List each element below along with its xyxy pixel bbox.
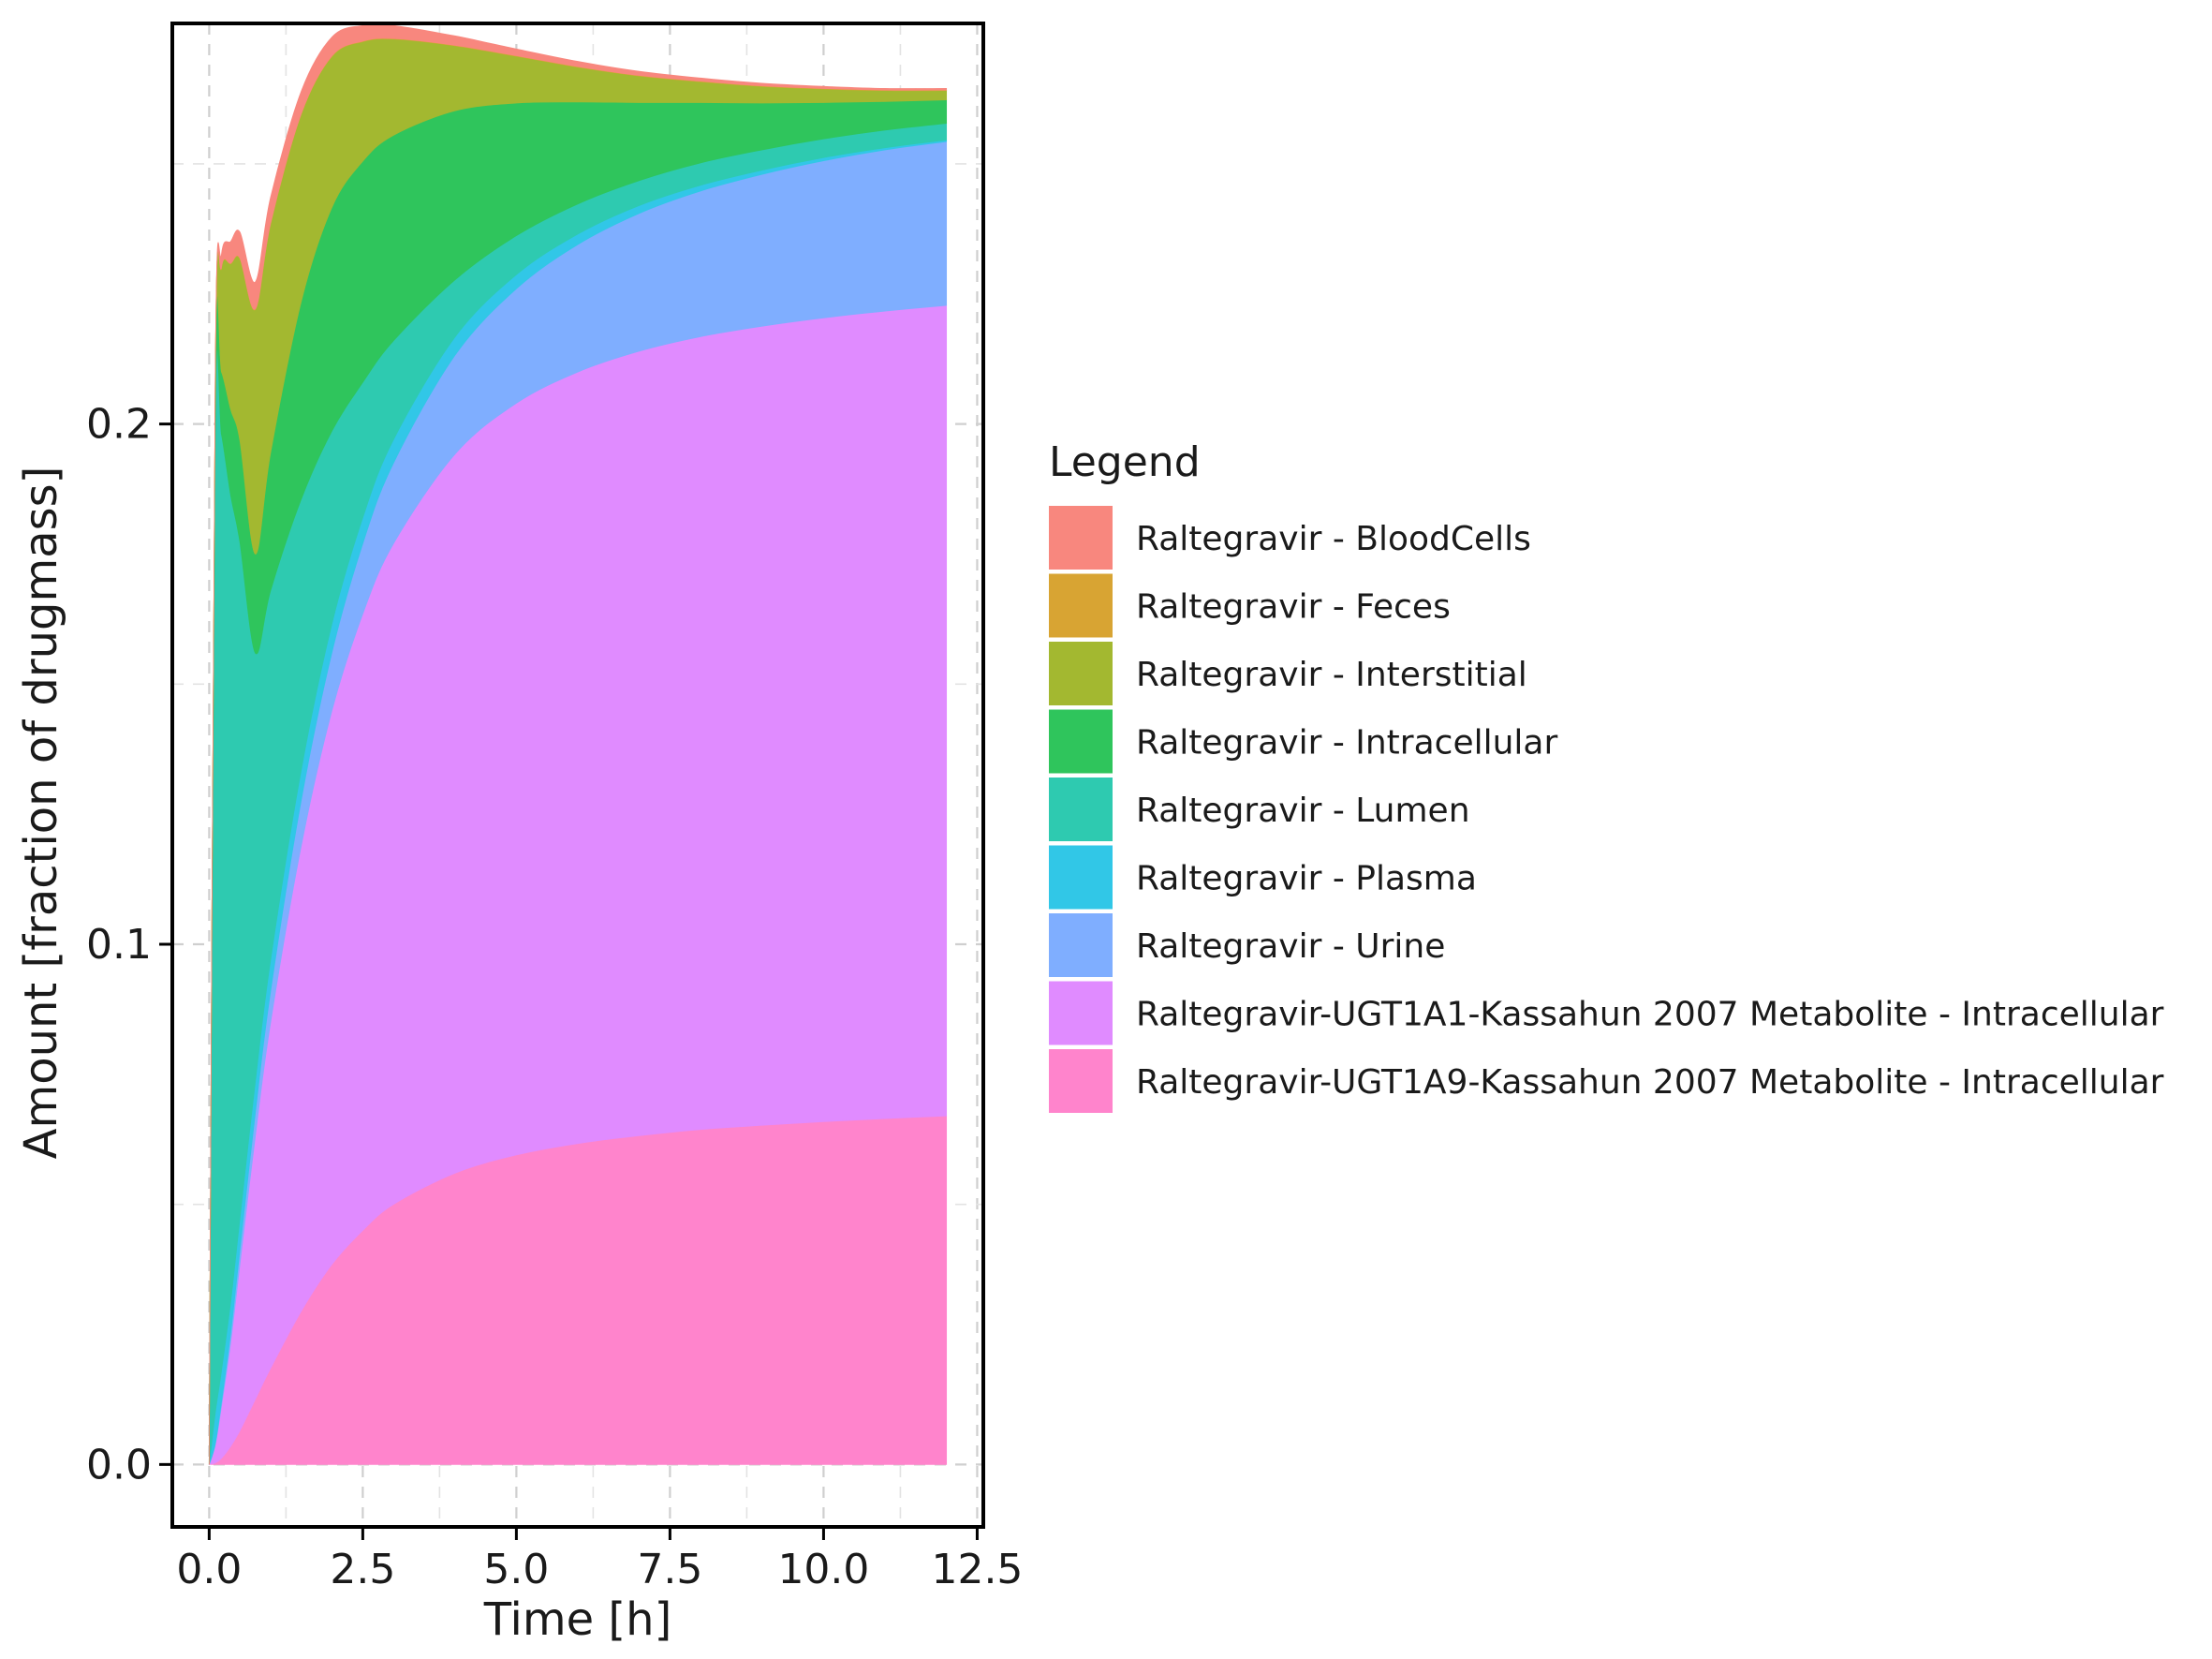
legend-label: Raltegravir - Intracellular xyxy=(1136,724,1557,763)
legend-label: Raltegravir - Lumen xyxy=(1136,792,1470,830)
y-axis: 0.0 0.1 0.2 xyxy=(86,401,172,1489)
x-tick-label: 2.5 xyxy=(330,1546,395,1593)
x-axis: 0.0 2.5 5.0 7.5 10.0 12.5 xyxy=(176,1527,1023,1593)
legend-label: Raltegravir - Urine xyxy=(1136,927,1445,966)
x-tick-label: 10.0 xyxy=(777,1546,869,1593)
legend-swatch xyxy=(1049,845,1113,910)
y-axis-title: Amount [fraction of drugmass] xyxy=(15,467,67,1160)
plot-frame xyxy=(170,22,985,1529)
legend-swatch xyxy=(1049,981,1113,1045)
legend-swatch xyxy=(1049,573,1113,638)
area-raltegravir-bloodcells xyxy=(208,23,948,1465)
legend: Legend Raltegravir - BloodCells Raltegrav… xyxy=(1049,438,2164,1113)
x-tick-label: 5.0 xyxy=(483,1546,549,1593)
y-tick-label: 0.2 xyxy=(86,401,152,449)
legend-swatch xyxy=(1049,642,1113,705)
legend-label: Raltegravir - Plasma xyxy=(1136,860,1477,898)
area-series-layer xyxy=(208,23,948,1465)
legend-swatch xyxy=(1049,913,1113,977)
legend-title: Legend xyxy=(1049,438,1201,486)
legend-label: Raltegravir-UGT1A9-Kassahun 2007 Metabol… xyxy=(1136,1063,2164,1102)
y-tick-label: 0.0 xyxy=(86,1441,152,1489)
y-tick-label: 0.1 xyxy=(86,921,152,969)
legend-label: Raltegravir - BloodCells xyxy=(1136,520,1531,558)
legend-swatch xyxy=(1049,506,1113,570)
x-tick-label: 7.5 xyxy=(637,1546,702,1593)
legend-label: Raltegravir - Feces xyxy=(1136,588,1451,627)
legend-label: Raltegravir-UGT1A1-Kassahun 2007 Metabol… xyxy=(1136,996,2164,1034)
legend-swatch xyxy=(1049,778,1113,841)
legend-swatch xyxy=(1049,1049,1113,1113)
x-axis-title: Time [h] xyxy=(483,1593,672,1646)
x-tick-label: 0.0 xyxy=(176,1546,242,1593)
legend-label: Raltegravir - Interstitial xyxy=(1136,656,1527,694)
x-tick-label: 12.5 xyxy=(931,1546,1023,1593)
legend-swatch xyxy=(1049,709,1113,774)
